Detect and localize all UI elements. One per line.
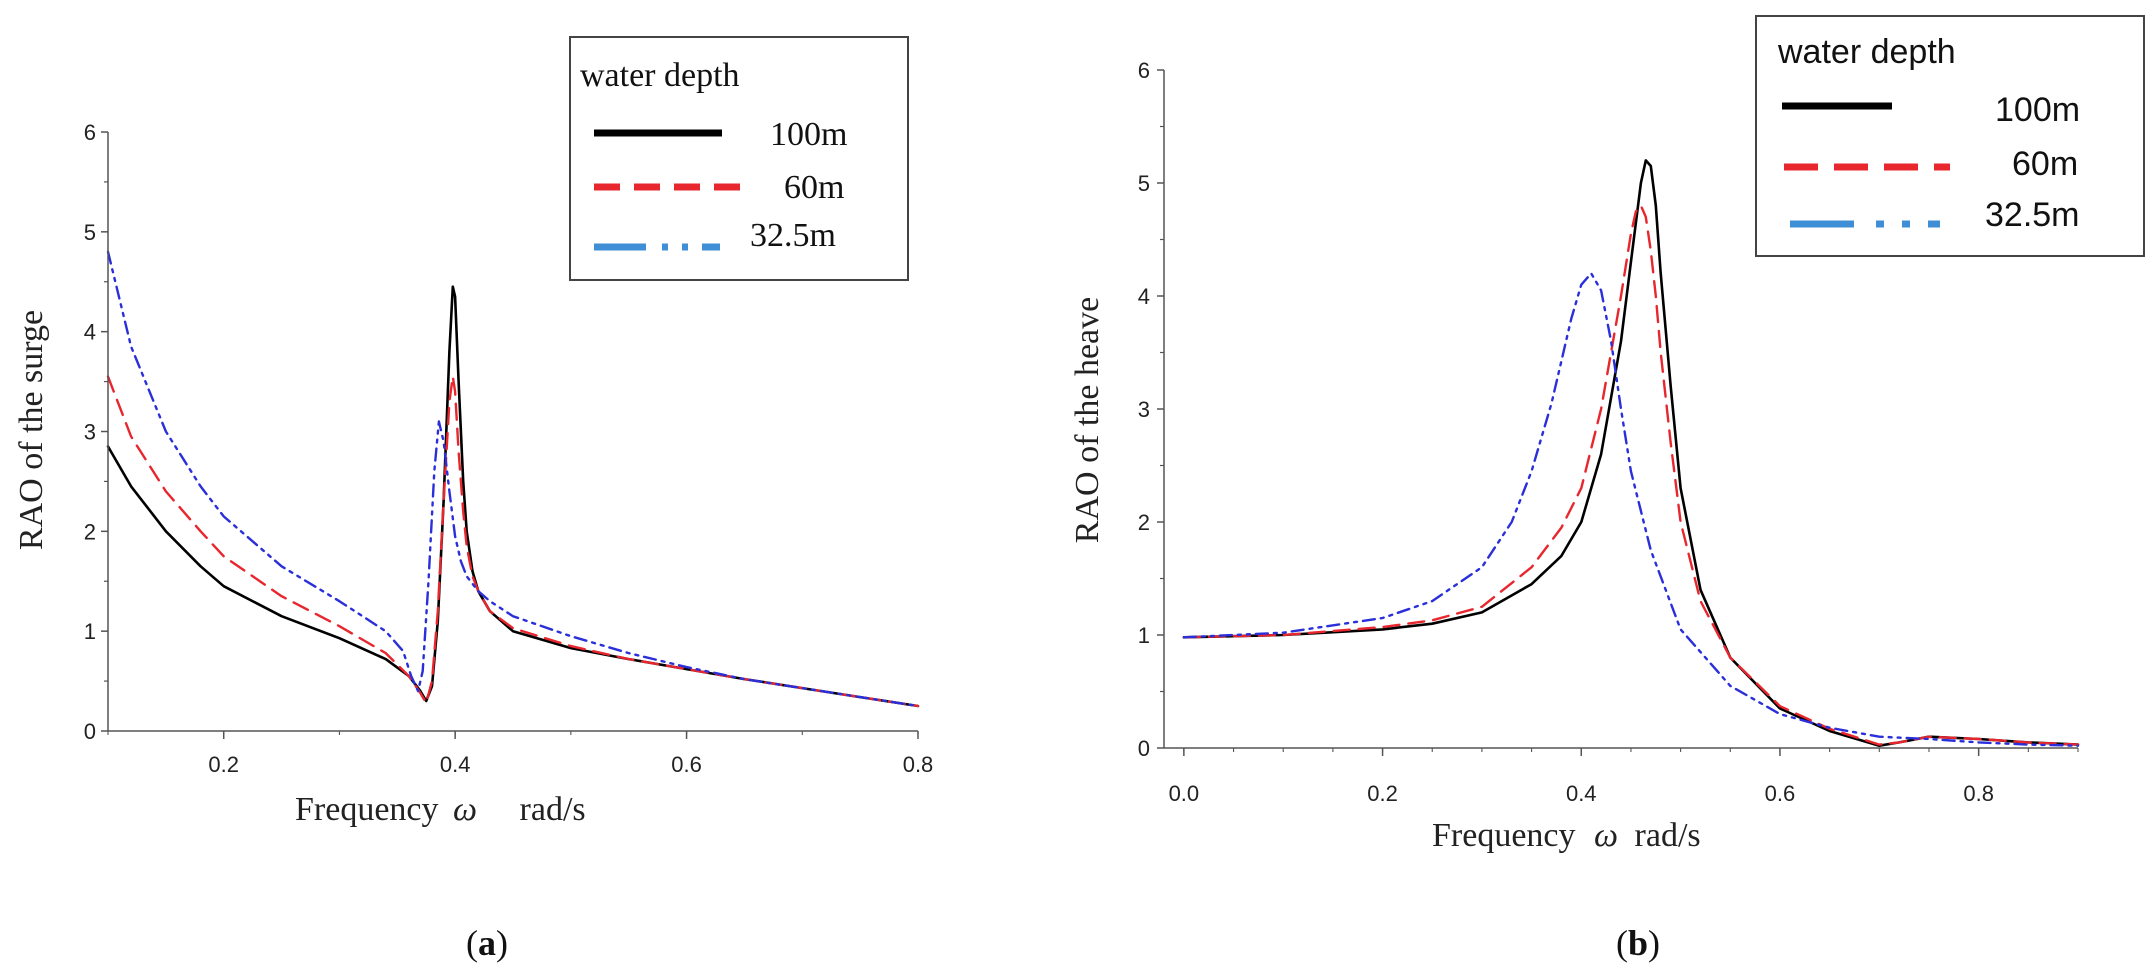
heave-y-tick-label: 1	[1138, 623, 1150, 648]
heave-axes	[1163, 70, 2078, 749]
surge-y-tick-label: 6	[84, 120, 96, 145]
surge-series-group	[106, 250, 920, 708]
panel-b: 0 1 2 3 4 5 6 0.0 0.2 0.4 0.6 0.8 Frequency ω rad/s…	[1069, 15, 2145, 963]
heave-legend: water depth 100m 60m 32.5m	[1755, 15, 2145, 257]
surge-legend-label-32-5m: 32.5m	[750, 217, 836, 254]
surge-x-tick-label: 0.8	[903, 752, 934, 777]
surge-series-line-60m	[106, 375, 920, 708]
surge-y-tick-label: 0	[84, 719, 96, 744]
heave-y-label: RAO of the heave	[1069, 297, 1106, 543]
heave-legend-label-100m: 100m	[1995, 91, 2080, 129]
surge-x-tick-label: 0.6	[671, 752, 702, 777]
heave-legend-label-60m: 60m	[2012, 145, 2078, 183]
surge-x-tick-label: 0.2	[208, 752, 239, 777]
heave-legend-title: water depth	[1777, 33, 1956, 71]
surge-ticks-group: 0 1 2 3 4 5 6 0.2 0.4 0.6 0.8	[84, 120, 934, 777]
heave-x-tick-label: 0.0	[1169, 781, 1200, 806]
heave-legend-box	[1755, 15, 2145, 257]
heave-y-tick-label: 4	[1138, 284, 1150, 309]
surge-legend-label-60m: 60m	[784, 169, 844, 206]
heave-y-tick-label: 6	[1138, 58, 1150, 83]
heave-series-group	[1182, 159, 2080, 747]
heave-x-label: Frequency ω rad/s	[1432, 817, 1701, 854]
surge-legend-box	[569, 36, 909, 281]
surge-y-tick-label: 5	[84, 220, 96, 245]
heave-series-line-100m	[1182, 159, 2080, 747]
surge-y-tick-label: 1	[84, 619, 96, 644]
heave-ticks-group: 0 1 2 3 4 5 6 0.0 0.2 0.4 0.6 0.8	[1138, 58, 2079, 806]
heave-x-tick-label: 0.6	[1765, 781, 1796, 806]
heave-y-tick-label: 0	[1138, 736, 1150, 761]
surge-series-line-100m	[106, 285, 920, 708]
surge-series-line-32-5m	[106, 250, 920, 708]
surge-axes	[107, 132, 918, 732]
heave-x-tick-label: 0.2	[1367, 781, 1398, 806]
surge-y-tick-label: 4	[84, 320, 96, 345]
heave-series-line-32-5m	[1182, 272, 2080, 747]
surge-y-tick-label: 2	[84, 519, 96, 544]
heave-legend-label-32-5m: 32.5m	[1985, 196, 2080, 234]
heave-x-tick-label: 0.8	[1963, 781, 1994, 806]
surge-legend-label-100m: 100m	[770, 116, 847, 153]
heave-y-tick-label: 5	[1138, 171, 1150, 196]
heave-y-tick-label: 2	[1138, 510, 1150, 535]
surge-legend-title: water depth	[580, 57, 740, 94]
surge-x-label: Frequency ω rad/s	[295, 791, 586, 828]
panel-a: 0 1 2 3 4 5 6 0.2 0.4 0.6 0.8 Frequency ω rad/s RA…	[13, 36, 934, 963]
surge-x-tick-label: 0.4	[440, 752, 471, 777]
surge-y-label: RAO of the surge	[13, 310, 50, 550]
caption-a: (a)	[466, 923, 508, 963]
heave-x-tick-label: 0.4	[1566, 781, 1597, 806]
caption-b: (b)	[1616, 923, 1660, 963]
surge-y-tick-label: 3	[84, 420, 96, 445]
heave-y-tick-label: 3	[1138, 397, 1150, 422]
surge-legend: water depth 100m 60m 32.5m	[569, 36, 909, 281]
